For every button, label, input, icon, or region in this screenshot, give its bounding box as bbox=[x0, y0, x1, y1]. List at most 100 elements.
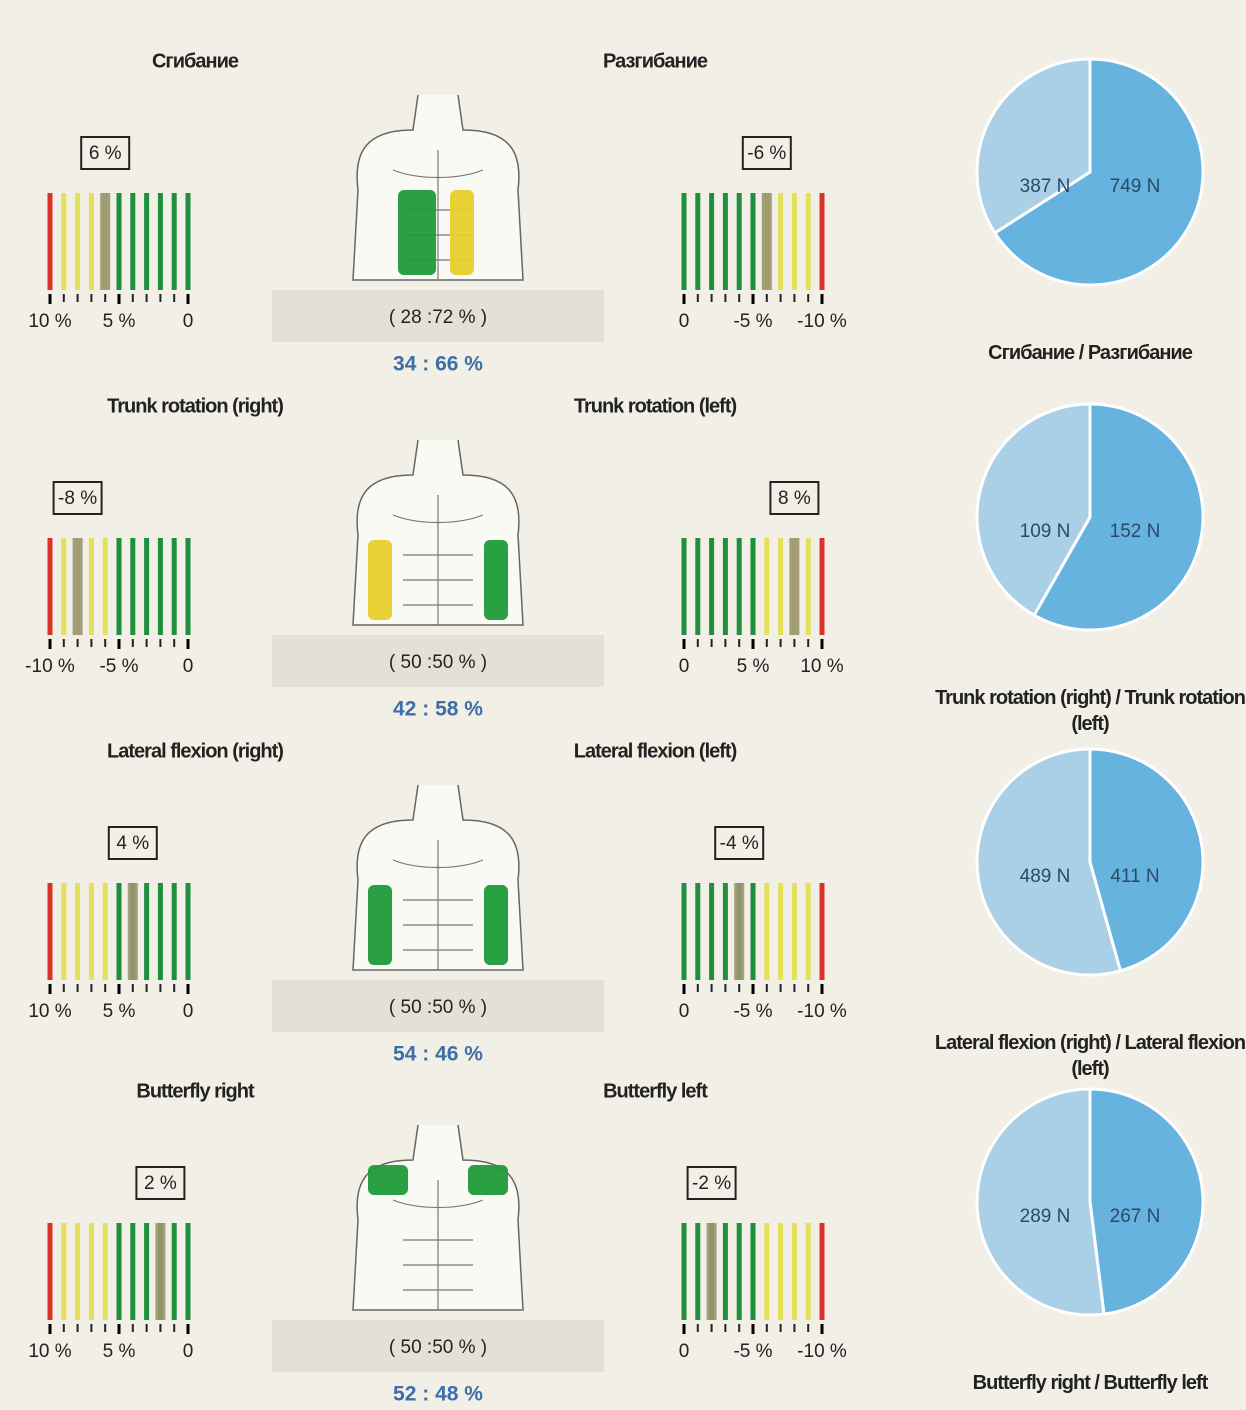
value-box bbox=[714, 826, 765, 860]
gauge-bar bbox=[185, 538, 191, 635]
reference-box bbox=[272, 635, 604, 687]
gauge-bar bbox=[736, 538, 742, 635]
ratio: 54 : 46 % bbox=[393, 1043, 483, 1066]
scale-label: 5 % bbox=[737, 656, 770, 677]
scale-label: 0 bbox=[183, 311, 194, 332]
pie-label: 749 N bbox=[1110, 176, 1161, 197]
gauge-bar bbox=[157, 193, 163, 290]
gauge-bar bbox=[819, 538, 825, 635]
gauge-bar bbox=[750, 883, 756, 980]
scale-label: -5 % bbox=[99, 656, 138, 677]
gauge-bar bbox=[805, 538, 811, 635]
gauge-bar bbox=[102, 883, 108, 980]
gauge-marker bbox=[72, 538, 83, 635]
body-outline bbox=[392, 840, 484, 970]
pie-label: 411 N bbox=[1110, 866, 1159, 887]
scale-label: 0 bbox=[679, 1001, 690, 1022]
gauge-bar bbox=[116, 883, 122, 980]
gauge-bar bbox=[61, 193, 67, 290]
scale-label: 0 bbox=[679, 1341, 690, 1362]
gauge-bar bbox=[722, 1223, 728, 1320]
gauge-bar bbox=[805, 883, 811, 980]
gauge-bar bbox=[185, 1223, 191, 1320]
body-figure bbox=[352, 439, 524, 626]
gauge-bar bbox=[722, 538, 728, 635]
pie-label: 489 N bbox=[1020, 866, 1071, 887]
gauge-bar bbox=[61, 883, 67, 980]
gauge-bar bbox=[695, 1223, 701, 1320]
pie-slice bbox=[975, 402, 1092, 618]
gauge-bar bbox=[791, 193, 797, 290]
scale-label: 10 % bbox=[28, 1341, 71, 1362]
gauge-bar bbox=[75, 1223, 81, 1320]
pie-slice bbox=[975, 747, 1123, 977]
gauge-bar bbox=[778, 538, 784, 635]
gauge-bar bbox=[171, 1223, 177, 1320]
body-figure bbox=[352, 784, 524, 971]
muscle bbox=[368, 885, 392, 965]
muscle bbox=[368, 1165, 408, 1195]
pie-slice bbox=[992, 57, 1205, 287]
gauge-value: -8 % bbox=[58, 488, 97, 509]
gauge-bar bbox=[681, 538, 687, 635]
gauge-bar bbox=[681, 1223, 687, 1320]
section-title: Разгибание bbox=[603, 50, 708, 72]
scale-label: -5 % bbox=[733, 311, 772, 332]
gauge-bar bbox=[171, 883, 177, 980]
gauge-value: -6 % bbox=[747, 143, 786, 164]
gauge-value: 4 % bbox=[116, 833, 149, 854]
value-box bbox=[52, 481, 103, 515]
body-figure bbox=[352, 94, 524, 281]
pie-caption: Trunk rotation (right) / Trunk rotation … bbox=[935, 687, 1246, 735]
gauge-bar bbox=[805, 1223, 811, 1320]
gauge-bar bbox=[764, 1223, 770, 1320]
section-title: Butterfly right bbox=[136, 1080, 255, 1102]
gauge-bar bbox=[61, 1223, 67, 1320]
gauge-bar bbox=[102, 1223, 108, 1320]
gauge-bar bbox=[750, 193, 756, 290]
value-box bbox=[686, 1166, 737, 1200]
gauge-value: -4 % bbox=[720, 833, 759, 854]
gauge-bar bbox=[764, 538, 770, 635]
gauge-bar bbox=[171, 193, 177, 290]
ratio: 42 : 58 % bbox=[393, 698, 483, 721]
gauge-bar bbox=[47, 193, 53, 290]
pie-label: 267 N bbox=[1110, 1206, 1161, 1227]
scale-label: -5 % bbox=[733, 1001, 772, 1022]
pie-label: 109 N bbox=[1020, 521, 1071, 542]
gauge-marker bbox=[706, 1223, 717, 1320]
value-box bbox=[769, 481, 820, 515]
gauge-bar bbox=[130, 193, 136, 290]
scale-label: -10 % bbox=[797, 1001, 847, 1022]
gauge-bar bbox=[750, 1223, 756, 1320]
gauge-bar bbox=[681, 193, 687, 290]
gauge-bar bbox=[88, 538, 94, 635]
gauge-bar bbox=[722, 883, 728, 980]
scale-label: 5 % bbox=[103, 311, 136, 332]
muscle bbox=[468, 1165, 508, 1195]
gauge-marker bbox=[734, 883, 745, 980]
gauge-bar bbox=[144, 193, 150, 290]
gauge-bar bbox=[130, 538, 136, 635]
muscle bbox=[484, 540, 508, 620]
gauge-bar bbox=[736, 1223, 742, 1320]
muscle bbox=[398, 190, 436, 275]
gauge-bar bbox=[61, 538, 67, 635]
section-title: Trunk rotation (right) bbox=[107, 395, 283, 417]
gauge-bar bbox=[709, 883, 715, 980]
pie-label: 289 N bbox=[1020, 1206, 1071, 1227]
pie-slice bbox=[1088, 1087, 1205, 1316]
gauge-marker bbox=[155, 1223, 166, 1320]
section-title: Сгибание bbox=[152, 50, 239, 72]
gauge-bar bbox=[171, 538, 177, 635]
reference-ratio: ( 28 :72 % ) bbox=[389, 307, 487, 328]
gauge-bar bbox=[778, 193, 784, 290]
section-title: Lateral flexion (right) bbox=[107, 740, 283, 762]
scale-label: 0 bbox=[183, 656, 194, 677]
gauge-bar bbox=[764, 883, 770, 980]
ratio: 52 : 48 % bbox=[393, 1383, 483, 1406]
value-box bbox=[80, 136, 131, 170]
scale-label: 0 bbox=[183, 1001, 194, 1022]
gauge-bar bbox=[157, 883, 163, 980]
